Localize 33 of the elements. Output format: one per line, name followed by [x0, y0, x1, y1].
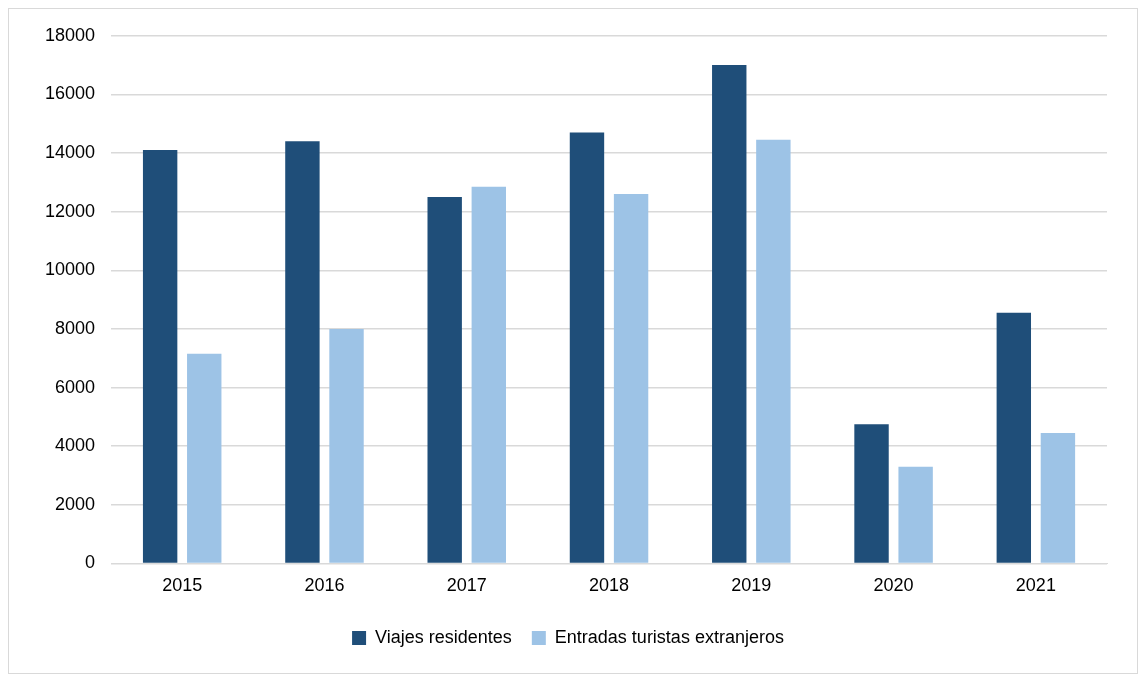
- y-tick-label: 2000: [55, 493, 96, 514]
- bar: [187, 353, 222, 563]
- bar: [142, 150, 178, 563]
- y-tick-label: 8000: [55, 317, 96, 338]
- bar: [996, 312, 1032, 563]
- bar: [471, 186, 506, 563]
- x-tick-label: 2020: [873, 575, 914, 596]
- bar: [854, 424, 889, 563]
- bar: [712, 65, 747, 563]
- bar: [285, 141, 320, 563]
- bar: [613, 194, 649, 563]
- legend-label: Entradas turistas extranjeros: [554, 626, 784, 647]
- x-tick-label: 2015: [162, 575, 203, 596]
- y-tick-label: 4000: [55, 435, 96, 456]
- x-tick-label: 2021: [1015, 575, 1056, 596]
- x-tick-label: 2018: [589, 575, 630, 596]
- y-tick-label: 18000: [44, 24, 96, 45]
- y-tick-label: 6000: [55, 376, 96, 397]
- y-tick-label: 12000: [44, 200, 96, 221]
- y-tick-label: 16000: [44, 83, 96, 104]
- bar: [756, 139, 791, 563]
- x-tick-label: 2019: [731, 575, 772, 596]
- bar: [569, 132, 605, 563]
- bar: [1040, 432, 1076, 563]
- bar: [898, 466, 933, 563]
- x-tick-label: 2016: [304, 575, 345, 596]
- bar: [329, 328, 364, 563]
- y-tick-label: 14000: [44, 142, 96, 163]
- x-tick-label: 2017: [446, 575, 487, 596]
- y-tick-label: 10000: [44, 259, 96, 280]
- legend-label: Viajes residentes: [375, 626, 512, 647]
- bar: [427, 197, 462, 563]
- y-tick-label: 0: [85, 552, 96, 573]
